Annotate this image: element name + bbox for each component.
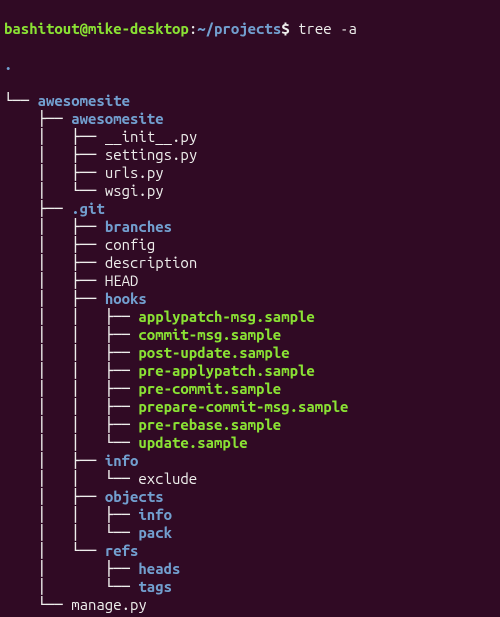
tree-node-dir: .git: [71, 200, 105, 217]
prompt-user: bashitout@mike-desktop: [4, 20, 189, 37]
tree-output: └── awesomesite ├── awesomesite │ ├── __…: [4, 92, 496, 614]
tree-line: │ ├── urls.py: [4, 164, 496, 182]
tree-branch: │ └──: [4, 542, 105, 559]
tree-branch: │ ├──: [4, 128, 105, 145]
prompt-path: ~/projects: [197, 20, 281, 37]
prompt-sep: :: [189, 20, 197, 37]
tree-node-exec: pre-rebase.sample: [138, 416, 281, 433]
tree-line: │ │ ├── applypatch-msg.sample: [4, 308, 496, 326]
tree-node-file: exclude: [138, 470, 197, 487]
tree-node-exec: pre-commit.sample: [138, 380, 281, 397]
tree-branch: │ ├──: [4, 560, 138, 577]
tree-branch: │ ├──: [4, 164, 105, 181]
tree-node-dir: info: [138, 506, 172, 523]
tree-line: │ │ └── exclude: [4, 470, 496, 488]
tree-line: ├── awesomesite: [4, 110, 496, 128]
terminal-window[interactable]: bashitout@mike-desktop:~/projects$ tree …: [0, 0, 500, 617]
tree-branch: │ │ ├──: [4, 506, 138, 523]
command-text: tree -a: [298, 20, 357, 37]
tree-line: └── manage.py: [4, 596, 496, 614]
tree-branch: │ ├──: [4, 488, 105, 505]
tree-branch: │ │ ├──: [4, 326, 138, 343]
tree-node-dir: refs: [105, 542, 139, 559]
tree-branch: │ │ ├──: [4, 416, 138, 433]
prompt-line-1: bashitout@mike-desktop:~/projects$ tree …: [4, 20, 496, 38]
tree-node-dir: awesomesite: [71, 110, 163, 127]
tree-branch: │ ├──: [4, 254, 105, 271]
tree-node-dir: heads: [138, 560, 180, 577]
tree-node-file: wsgi.py: [105, 182, 164, 199]
tree-line: │ └── wsgi.py: [4, 182, 496, 200]
tree-line: │ ├── info: [4, 452, 496, 470]
tree-node-exec: post-update.sample: [138, 344, 289, 361]
tree-node-file: config: [105, 236, 155, 253]
tree-line: │ ├── branches: [4, 218, 496, 236]
tree-branch: └──: [4, 92, 38, 109]
tree-line: │ └── tags: [4, 578, 496, 596]
root-dot: .: [4, 56, 12, 73]
tree-line: │ ├── __init__.py: [4, 128, 496, 146]
tree-line: │ │ ├── commit-msg.sample: [4, 326, 496, 344]
tree-node-file: HEAD: [105, 272, 139, 289]
tree-node-dir: info: [105, 452, 139, 469]
tree-node-file: description: [105, 254, 197, 271]
tree-line: │ ├── config: [4, 236, 496, 254]
tree-node-exec: prepare-commit-msg.sample: [138, 398, 348, 415]
tree-node-dir: pack: [138, 524, 172, 541]
tree-line: │ ├── HEAD: [4, 272, 496, 290]
tree-branch: │ ├──: [4, 272, 105, 289]
tree-branch: ├──: [4, 110, 71, 127]
tree-line: │ └── refs: [4, 542, 496, 560]
tree-branch: │ └──: [4, 182, 105, 199]
tree-node-file: settings.py: [105, 146, 197, 163]
tree-branch: │ ├──: [4, 290, 105, 307]
tree-line: │ │ ├── prepare-commit-msg.sample: [4, 398, 496, 416]
tree-branch: │ │ ├──: [4, 344, 138, 361]
tree-line: │ ├── objects: [4, 488, 496, 506]
tree-branch: └──: [4, 596, 71, 613]
tree-line: │ ├── settings.py: [4, 146, 496, 164]
tree-node-dir: branches: [105, 218, 172, 235]
tree-line: │ ├── hooks: [4, 290, 496, 308]
tree-branch: │ │ └──: [4, 470, 138, 487]
tree-branch: │ │ ├──: [4, 362, 138, 379]
tree-line: │ ├── heads: [4, 560, 496, 578]
tree-node-exec: update.sample: [138, 434, 247, 451]
tree-branch: │ │ ├──: [4, 398, 138, 415]
prompt-dollar: $: [281, 20, 298, 37]
tree-line: └── awesomesite: [4, 92, 496, 110]
tree-branch: │ │ ├──: [4, 380, 138, 397]
tree-line: │ │ ├── pre-commit.sample: [4, 380, 496, 398]
tree-branch: │ │ └──: [4, 434, 138, 451]
tree-node-dir: objects: [105, 488, 164, 505]
tree-branch: │ │ └──: [4, 524, 138, 541]
tree-branch: │ ├──: [4, 452, 105, 469]
tree-branch: │ ├──: [4, 218, 105, 235]
tree-node-dir: hooks: [105, 290, 147, 307]
tree-node-file: manage.py: [71, 596, 147, 613]
tree-node-file: urls.py: [105, 164, 164, 181]
tree-branch: │ │ ├──: [4, 308, 138, 325]
tree-line: │ │ ├── pre-applypatch.sample: [4, 362, 496, 380]
tree-branch: │ ├──: [4, 146, 105, 163]
tree-branch: │ ├──: [4, 236, 105, 253]
tree-line: │ │ ├── post-update.sample: [4, 344, 496, 362]
tree-node-exec: commit-msg.sample: [138, 326, 281, 343]
tree-line: │ ├── description: [4, 254, 496, 272]
tree-line: │ │ └── pack: [4, 524, 496, 542]
tree-line: ├── .git: [4, 200, 496, 218]
tree-branch: │ └──: [4, 578, 138, 595]
tree-node-dir: awesomesite: [38, 92, 130, 109]
tree-node-dir: tags: [138, 578, 172, 595]
tree-node-exec: pre-applypatch.sample: [138, 362, 314, 379]
tree-node-exec: applypatch-msg.sample: [138, 308, 314, 325]
tree-line: │ │ ├── info: [4, 506, 496, 524]
tree-line: │ │ └── update.sample: [4, 434, 496, 452]
tree-line: │ │ ├── pre-rebase.sample: [4, 416, 496, 434]
tree-root: .: [4, 56, 496, 74]
tree-branch: ├──: [4, 200, 71, 217]
tree-node-file: __init__.py: [105, 128, 197, 145]
